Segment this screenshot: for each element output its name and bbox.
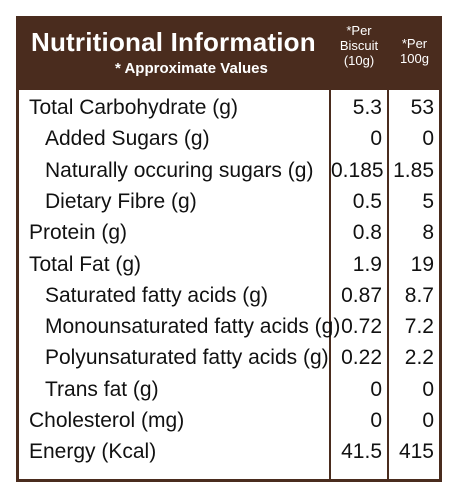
column-header-per-biscuit: *Per Biscuit (10g) [331,23,387,68]
value-per-100g: 0 [422,377,434,401]
value-per-100g: 415 [398,440,434,464]
column-header-line: *Per [401,36,428,51]
panel-title: Nutritional Information [31,27,316,57]
nutrient-row: Total Fat (g) 1.9 19 [19,249,439,280]
nutrient-row: Total Carbohydrate (g) 5.3 53 [19,92,439,123]
value-per-biscuit: 1.9 [352,252,382,276]
column-header-line: 100g [400,51,429,66]
nutrient-label: Trans fat (g) [45,377,159,401]
value-per-biscuit: 0 [370,377,382,401]
column-divider [387,19,389,479]
nutrient-label: Added Sugars (g) [45,127,210,151]
value-per-biscuit: 41.5 [341,440,382,464]
value-per-100g: 7.2 [404,315,434,339]
nutrient-label: Protein (g) [29,221,128,245]
value-per-biscuit: 5.3 [352,96,382,119]
column-divider-left [329,19,331,479]
value-per-100g: 2.2 [404,346,434,370]
value-per-biscuit: 0.22 [341,346,382,370]
nutrient-row: Trans fat (g) 0 0 [19,374,439,405]
value-per-biscuit: 0 [370,127,382,151]
value-per-100g: 0 [422,409,434,432]
nutrient-label: Saturated fatty acids (g) [45,283,268,307]
value-per-biscuit: 0.8 [352,221,382,245]
nutrient-row: Cholesterol (mg) 0 0 [19,405,439,436]
nutrient-label: Dietary Fibre (g) [45,189,197,213]
nutrient-label: Polyunsaturated fatty acids (g) [45,346,329,370]
value-per-100g: 53 [410,96,434,119]
value-per-100g: 8 [422,221,434,245]
column-header-per-100g: *Per 100g [390,36,439,66]
column-header-line: *Per [346,23,372,38]
value-per-100g: 5 [422,189,434,213]
nutrient-row: Protein (g) 0.8 8 [19,217,439,248]
nutrient-label: Total Carbohydrate (g) [29,96,238,119]
nutrient-row: Energy (Kcal) 41.5 415 [19,436,439,467]
value-per-100g: 1.85 [393,158,434,182]
nutrition-panel: Nutritional Information * Approximate Va… [16,16,442,482]
nutrient-row: Monounsaturated fatty acids (g) 0.72 7.2 [19,311,439,342]
value-per-biscuit: 0.185 [331,158,384,182]
nutrient-row: Saturated fatty acids (g) 0.87 8.7 [19,280,439,311]
value-per-biscuit: 0 [370,409,382,432]
nutrient-label: Cholesterol (mg) [29,409,185,432]
column-header-line: (10g) [343,53,375,68]
column-header-line: Biscuit [339,38,379,53]
nutrient-row: Dietary Fibre (g) 0.5 5 [19,186,439,217]
nutrient-row: Naturally occuring sugars (g) 0.185 1.85 [19,155,439,186]
value-per-biscuit: 0.87 [341,283,382,307]
nutrition-header: Nutritional Information * Approximate Va… [19,19,439,88]
value-per-biscuit: 0.72 [341,315,382,339]
nutrient-label: Energy (Kcal) [29,440,157,464]
nutrient-label: Total Fat (g) [29,252,142,276]
nutrient-label: Monounsaturated fatty acids (g) [45,315,341,339]
value-per-100g: 8.7 [404,283,434,307]
value-per-100g: 0 [422,127,434,151]
nutrient-label: Naturally occuring sugars (g) [45,158,314,182]
value-per-100g: 19 [410,252,434,276]
nutrient-row: Added Sugars (g) 0 0 [19,123,439,154]
value-per-biscuit: 0.5 [352,189,382,213]
panel-subtitle: * Approximate Values [115,60,268,77]
header-divider [19,88,439,90]
nutrient-row: Polyunsaturated fatty acids (g) 0.22 2.2 [19,342,439,373]
